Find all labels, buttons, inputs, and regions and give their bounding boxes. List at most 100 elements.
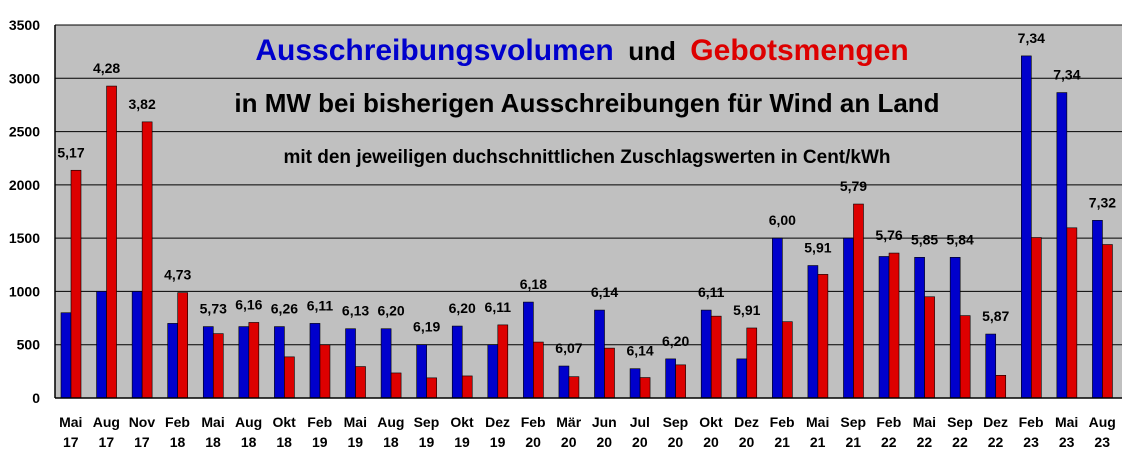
bar-bids	[1031, 237, 1042, 399]
y-axis: 0 500 1000 1500 2000 2500 3000 3500	[9, 17, 56, 406]
x-tick-month: Okt	[273, 414, 297, 430]
x-tick-year: 17	[134, 434, 150, 450]
data-label: 4,28	[93, 60, 120, 76]
data-label: 6,00	[769, 212, 796, 228]
x-tick-year: 19	[419, 434, 435, 450]
x-tick-year: 19	[454, 434, 470, 450]
bar-volume	[416, 344, 427, 399]
data-label: 5,84	[947, 231, 974, 247]
bar-bids	[248, 322, 260, 399]
x-tick-year: 20	[739, 434, 755, 450]
bar-volume	[1020, 55, 1032, 399]
bar-bids	[533, 341, 544, 399]
bar-volume	[807, 265, 819, 399]
bars	[60, 55, 1113, 399]
x-tick-month: Mai	[806, 414, 829, 430]
title-part-2: Gebotsmengen	[690, 34, 908, 67]
data-label: 5,91	[733, 302, 760, 318]
x-tick-month: Aug	[377, 414, 404, 430]
x-tick-month: Dez	[734, 414, 759, 430]
data-label: 6,14	[591, 284, 618, 300]
x-tick-month: Feb	[876, 414, 901, 430]
y-tick-label: 3000	[9, 70, 40, 86]
bar-volume	[451, 325, 463, 399]
data-label: 6,11	[307, 297, 334, 313]
x-tick-month: Sep	[840, 414, 866, 430]
x-tick-month: Nov	[129, 414, 156, 430]
data-label: 6,13	[342, 303, 369, 319]
bar-bids	[177, 292, 188, 399]
bar-volume	[309, 323, 321, 399]
bar-bids	[853, 203, 864, 399]
data-label: 5,73	[200, 301, 227, 317]
x-tick-month: Sep	[947, 414, 973, 430]
x-tick-year: 19	[490, 434, 506, 450]
bar-volume	[558, 365, 570, 399]
bar-bids	[888, 252, 900, 399]
bar-bids	[1066, 227, 1078, 399]
bar-volume	[131, 291, 143, 399]
bar-volume	[1092, 220, 1103, 399]
x-tick-year: 20	[596, 434, 612, 450]
bar-bids	[782, 321, 793, 399]
x-tick-month: Mai	[344, 414, 367, 430]
x-tick-month: Mär	[556, 414, 581, 430]
y-tick-label: 1000	[9, 283, 40, 299]
bar-bids	[746, 327, 758, 399]
data-label: 7,34	[1018, 30, 1045, 46]
chart-annotation: mit den jeweiligen duchschnittlichen Zus…	[283, 147, 890, 168]
data-label: 7,32	[1089, 194, 1116, 210]
bar-bids	[70, 169, 82, 399]
x-tick-year: 22	[881, 434, 897, 450]
y-tick-label: 0	[32, 390, 40, 406]
x-tick-month: Mai	[59, 414, 82, 430]
data-label: 6,20	[449, 300, 476, 316]
x-tick-year: 20	[632, 434, 648, 450]
x-tick-month: Dez	[485, 414, 510, 430]
bar-bids	[604, 347, 615, 399]
data-label: 6,14	[626, 343, 653, 359]
data-label: 4,73	[164, 267, 191, 283]
bar-bids	[141, 121, 153, 399]
bar-volume	[202, 326, 214, 399]
x-tick-year: 18	[383, 434, 399, 450]
plot-area	[55, 25, 1122, 398]
x-tick-year: 21	[774, 434, 790, 450]
bar-bids	[995, 375, 1007, 399]
bar-bids	[497, 324, 509, 399]
x-tick-year: 22	[952, 434, 968, 450]
data-label: 3,82	[129, 96, 156, 112]
x-tick-month: Okt	[699, 414, 723, 430]
bar-volume	[629, 368, 641, 399]
x-tick-year: 18	[241, 434, 257, 450]
x-tick-month: Mai	[1055, 414, 1078, 430]
x-tick-year: 23	[1023, 434, 1039, 450]
x-tick-month: Jun	[592, 414, 617, 430]
x-tick-month: Feb	[165, 414, 190, 430]
data-label: 5,91	[804, 240, 831, 256]
x-tick-year: 20	[561, 434, 577, 450]
bar-volume	[772, 237, 783, 399]
x-tick-year: 22	[988, 434, 1004, 450]
data-label: 6,19	[413, 319, 440, 335]
x-tick-year: 23	[1094, 434, 1110, 450]
chart-subtitle: in MW bei bisherigen Ausschreibungen für…	[234, 88, 939, 118]
x-tick-month: Mai	[913, 414, 936, 430]
x-tick-month: Jul	[630, 414, 650, 430]
bar-volume	[238, 326, 250, 399]
bar-volume	[914, 257, 925, 399]
y-tick-label: 500	[17, 337, 41, 353]
bar-bids	[817, 274, 829, 399]
x-tick-month: Feb	[770, 414, 795, 430]
y-tick-label: 2000	[9, 177, 40, 193]
x-tick-month: Sep	[663, 414, 689, 430]
bar-volume	[487, 344, 499, 399]
bar-bids	[924, 296, 935, 399]
bar-volume	[949, 257, 961, 399]
x-tick-year: 22	[917, 434, 933, 450]
bar-volume	[523, 301, 534, 399]
bar-volume	[274, 326, 285, 399]
chart-title: Ausschreibungsvolumen und Gebotsmengen	[255, 34, 908, 67]
x-tick-year: 20	[703, 434, 719, 450]
